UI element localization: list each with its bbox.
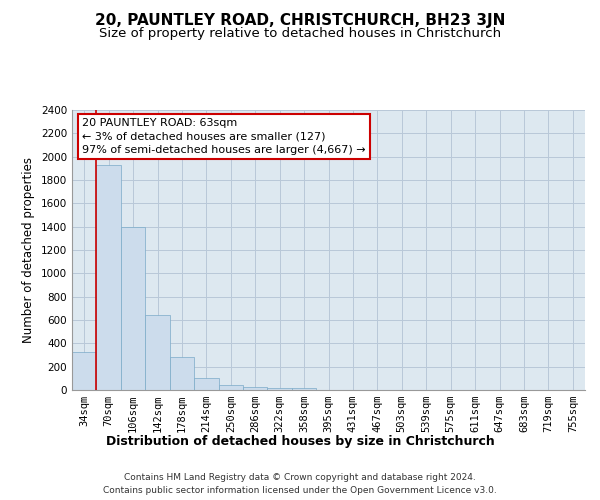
Text: Size of property relative to detached houses in Christchurch: Size of property relative to detached ho… bbox=[99, 28, 501, 40]
Bar bbox=[292, 388, 316, 390]
Text: 20, PAUNTLEY ROAD, CHRISTCHURCH, BH23 3JN: 20, PAUNTLEY ROAD, CHRISTCHURCH, BH23 3J… bbox=[95, 12, 505, 28]
Bar bbox=[170, 358, 194, 390]
Bar bbox=[194, 378, 218, 390]
Text: Contains public sector information licensed under the Open Government Licence v3: Contains public sector information licen… bbox=[103, 486, 497, 495]
Bar bbox=[121, 227, 145, 390]
Bar bbox=[268, 388, 292, 390]
Bar bbox=[145, 316, 170, 390]
Y-axis label: Number of detached properties: Number of detached properties bbox=[22, 157, 35, 343]
Text: Contains HM Land Registry data © Crown copyright and database right 2024.: Contains HM Land Registry data © Crown c… bbox=[124, 472, 476, 482]
Bar bbox=[218, 385, 243, 390]
Bar bbox=[72, 352, 97, 390]
Bar bbox=[243, 386, 268, 390]
Text: Distribution of detached houses by size in Christchurch: Distribution of detached houses by size … bbox=[106, 435, 494, 448]
Text: 20 PAUNTLEY ROAD: 63sqm
← 3% of detached houses are smaller (127)
97% of semi-de: 20 PAUNTLEY ROAD: 63sqm ← 3% of detached… bbox=[82, 118, 366, 155]
Bar bbox=[97, 165, 121, 390]
